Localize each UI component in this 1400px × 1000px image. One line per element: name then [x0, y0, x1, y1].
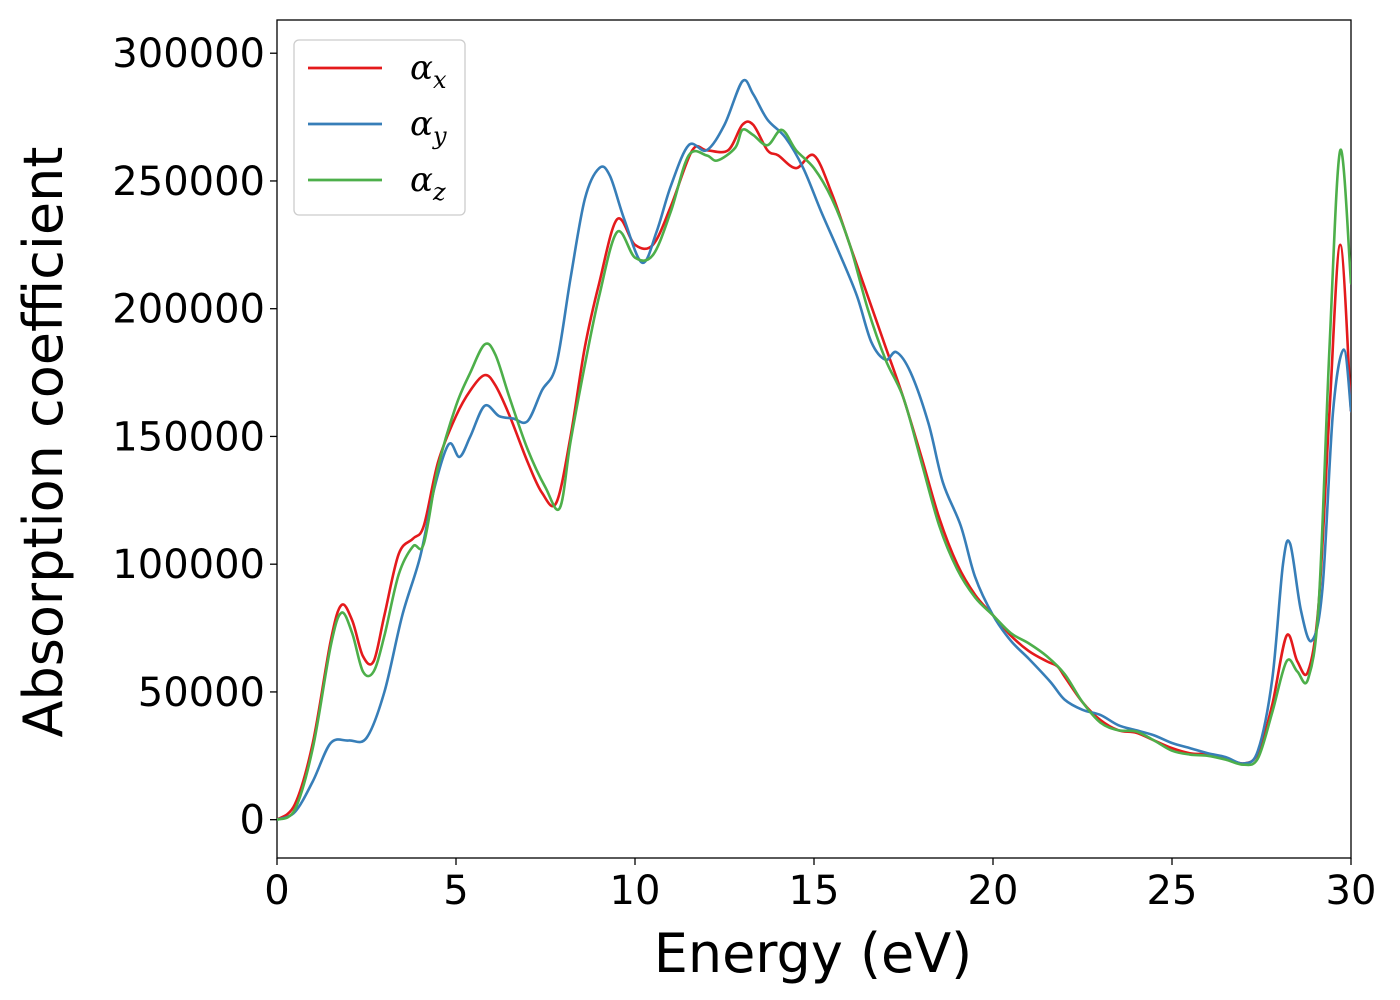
series-line-z: [277, 128, 1351, 821]
x-tick-label: 30: [1326, 868, 1377, 914]
legend-box: [293, 39, 466, 216]
x-tick-label: 20: [968, 868, 1019, 914]
y-tick-label: 300000: [112, 31, 265, 77]
x-tick-label: 10: [610, 868, 661, 914]
y-tick-label: 0: [240, 798, 265, 844]
axes-layer: 0 5 10 15 20 25 30 0 50000 100000 150000 200000 2500…: [112, 31, 1376, 914]
y-tick-label: 150000: [112, 414, 265, 460]
series-layer: [277, 78, 1351, 821]
x-tick-label: 0: [264, 868, 289, 914]
y-axis-title: Absorption coefficient: [12, 147, 75, 738]
y-tick-label: 200000: [112, 287, 265, 333]
series-line-y: [277, 78, 1351, 821]
y-tick-label: 250000: [112, 159, 265, 205]
y-tick-label: 100000: [112, 542, 265, 588]
x-tick-label: 25: [1147, 868, 1198, 914]
x-tick-label: 5: [443, 868, 468, 914]
x-tick-label: 15: [789, 868, 840, 914]
x-axis-title: Energy (eV): [654, 922, 973, 985]
y-tick-label: 50000: [138, 670, 265, 716]
